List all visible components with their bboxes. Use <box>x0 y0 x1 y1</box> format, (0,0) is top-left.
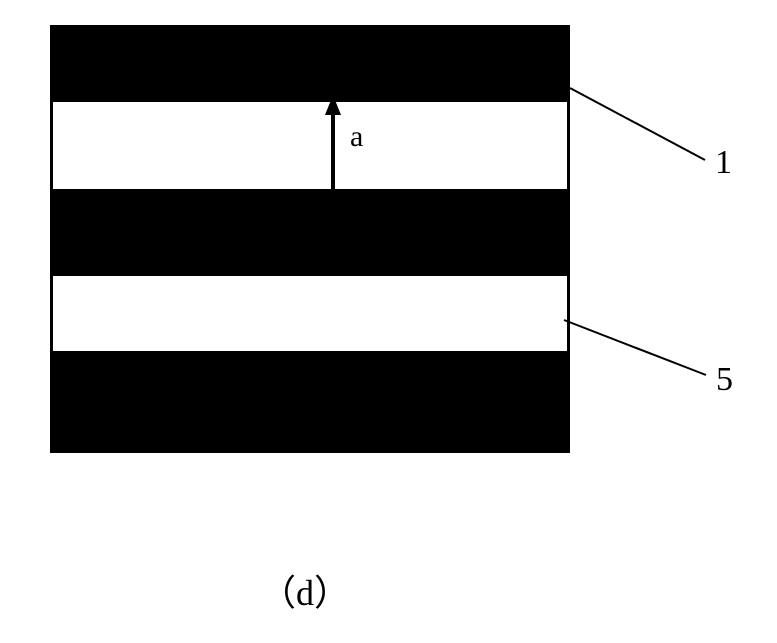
leader-line-1 <box>570 88 705 160</box>
callout-1: 1 <box>715 144 732 182</box>
figure-canvas: a 1 5 （d） <box>0 0 777 643</box>
diagram-outline <box>50 25 570 453</box>
callout-5: 5 <box>716 361 733 399</box>
arrow-label-a: a <box>350 120 363 154</box>
figure-caption: （d） <box>260 564 350 616</box>
leader-line-5 <box>564 320 706 375</box>
